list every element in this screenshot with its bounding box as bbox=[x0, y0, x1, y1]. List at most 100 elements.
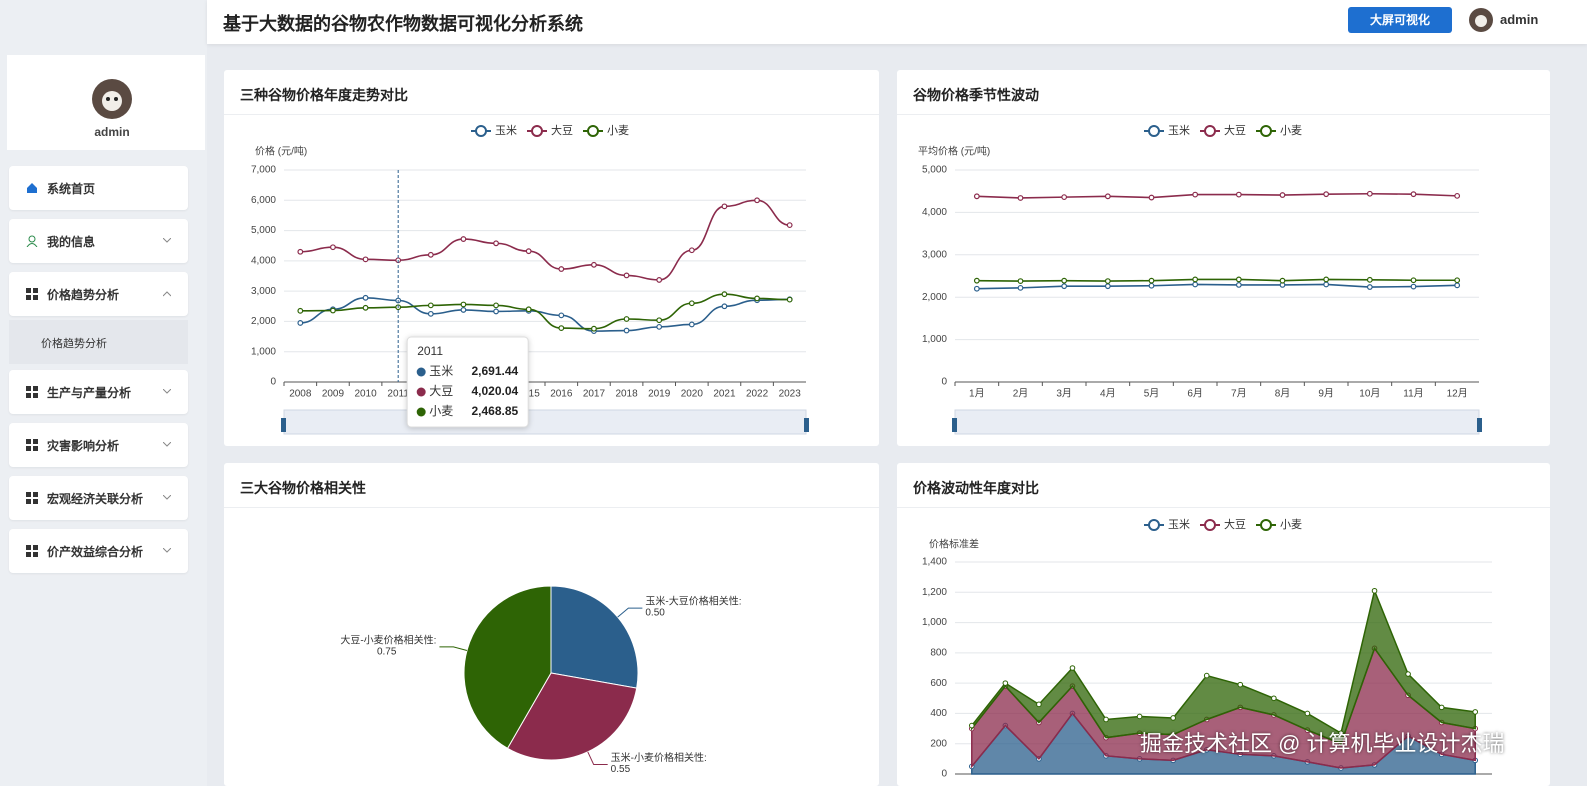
data-point bbox=[1410, 191, 1417, 198]
card-title: 三种谷物价格年度走势对比 bbox=[240, 87, 408, 103]
data-point bbox=[362, 256, 369, 263]
data-point bbox=[591, 325, 597, 332]
series-line bbox=[300, 199, 790, 281]
card-title: 价格波动性年度对比 bbox=[913, 480, 1039, 496]
zoom-handle bbox=[281, 418, 286, 432]
data-point bbox=[656, 323, 663, 330]
data-point bbox=[1017, 195, 1024, 201]
menu-item[interactable]: 宏观经济关联分析 bbox=[9, 476, 188, 520]
data-point bbox=[1410, 283, 1417, 290]
submenu-item[interactable]: 价格趋势分析 bbox=[9, 320, 188, 364]
legend-label: 小麦 bbox=[607, 124, 629, 137]
card-title: 谷物价格季节性波动 bbox=[913, 87, 1039, 103]
data-point bbox=[1103, 716, 1109, 723]
data-point bbox=[1235, 282, 1242, 288]
zoom-handle bbox=[804, 418, 809, 432]
data-point bbox=[721, 303, 728, 310]
tooltip-dot bbox=[416, 407, 426, 417]
data-point bbox=[1017, 278, 1024, 284]
menu-item[interactable]: 系统首页 bbox=[9, 166, 188, 210]
x-tick-label: 2008 bbox=[289, 389, 312, 400]
pie-slice bbox=[506, 672, 638, 761]
y-tick-label: 1,000 bbox=[922, 334, 947, 345]
y-tick-label: 0 bbox=[941, 769, 947, 780]
data-point bbox=[1366, 190, 1373, 197]
submenu-label: 价格趋势分析 bbox=[41, 338, 107, 350]
tooltip-dot bbox=[416, 367, 426, 377]
data-point bbox=[330, 244, 336, 251]
data-point bbox=[1148, 194, 1155, 201]
data-point bbox=[1148, 282, 1155, 289]
x-tick-label: 12月 bbox=[1447, 388, 1468, 400]
x-tick-label: 9月 bbox=[1318, 388, 1334, 400]
chart-card: 三种谷物价格年度走势对比 bbox=[224, 70, 879, 446]
legend-label: 大豆 bbox=[551, 123, 573, 137]
menu-item[interactable]: 生产与产量分析 bbox=[9, 370, 188, 414]
menu-label: 系统首页 bbox=[47, 182, 96, 196]
data-point bbox=[1203, 672, 1210, 679]
y-axis-label: 平均价格 (元/吨) bbox=[918, 145, 990, 158]
data-point bbox=[1237, 681, 1244, 688]
data-point bbox=[1323, 276, 1330, 283]
data-point bbox=[460, 307, 467, 313]
menu-item[interactable]: 价格趋势分析 bbox=[9, 272, 188, 316]
menu-item[interactable]: 价产效益综合分析 bbox=[9, 529, 188, 573]
y-tick-label: 7,000 bbox=[251, 165, 276, 176]
menu-item[interactable]: 我的信息 bbox=[9, 219, 188, 263]
x-tick-label: 1月 bbox=[969, 388, 985, 400]
legend-label: 小麦 bbox=[1280, 518, 1302, 531]
pie-label: 玉米-小麦价格相关性: bbox=[611, 751, 707, 764]
legend-icon bbox=[1204, 125, 1216, 137]
y-tick-label: 0 bbox=[270, 377, 276, 388]
dashboard-button[interactable]: 大屏可视化 bbox=[1348, 7, 1452, 33]
data-point bbox=[427, 251, 434, 258]
data-point bbox=[973, 285, 980, 292]
legend-icon bbox=[1260, 519, 1272, 531]
data-point bbox=[688, 247, 695, 254]
data-point bbox=[1323, 191, 1330, 198]
y-tick-label: 2,000 bbox=[922, 292, 947, 303]
chart-card: 谷物价格季节性波动 bbox=[897, 70, 1550, 446]
data-point bbox=[623, 316, 630, 322]
zoom-slider bbox=[954, 409, 1480, 435]
pie-label: 玉米-大豆价格相关性: bbox=[645, 595, 741, 608]
user-menu[interactable]: admin bbox=[1500, 12, 1539, 27]
x-tick-label: 2017 bbox=[583, 389, 606, 400]
leader-line bbox=[587, 751, 608, 766]
data-point bbox=[297, 307, 304, 314]
y-axis-label: 价格标准差 bbox=[929, 538, 979, 551]
data-point bbox=[1279, 277, 1286, 284]
legend-icon bbox=[531, 125, 543, 137]
tooltip-value: 2,468.85 bbox=[471, 404, 518, 418]
data-point bbox=[525, 306, 532, 313]
data-point bbox=[427, 310, 434, 317]
legend-label: 玉米 bbox=[495, 124, 517, 137]
x-tick-label: 2011 bbox=[387, 389, 409, 400]
data-point bbox=[1192, 281, 1199, 288]
user-card: admin bbox=[7, 55, 205, 150]
menu-item[interactable]: 灾害影响分析 bbox=[9, 423, 188, 467]
app-title: 基于大数据的谷物农作物数据可视化分析系统 bbox=[223, 14, 583, 34]
data-point bbox=[493, 240, 499, 247]
zoom-handle bbox=[1477, 418, 1482, 432]
data-point bbox=[973, 277, 980, 284]
area bbox=[971, 588, 1476, 745]
x-tick-label: 2018 bbox=[615, 389, 638, 400]
data-point bbox=[1061, 194, 1068, 201]
y-tick-label: 3,000 bbox=[922, 249, 947, 260]
menu-label: 价产效益综合分析 bbox=[47, 545, 144, 559]
legend-label: 大豆 bbox=[1224, 123, 1246, 137]
series-line bbox=[976, 192, 1458, 199]
series-line bbox=[300, 293, 790, 330]
y-tick-label: 400 bbox=[930, 708, 947, 719]
x-tick-label: 2020 bbox=[681, 389, 704, 400]
legend-icon bbox=[1148, 519, 1160, 531]
series-line bbox=[976, 283, 1458, 290]
x-tick-label: 6月 bbox=[1187, 388, 1203, 400]
pie-slice bbox=[550, 585, 639, 689]
card-title: 三大谷物价格相关性 bbox=[240, 480, 366, 496]
tooltip-name: 玉米 bbox=[429, 364, 453, 378]
menu-label: 宏观经济关联分析 bbox=[47, 492, 144, 506]
x-tick-label: 2016 bbox=[550, 389, 573, 400]
